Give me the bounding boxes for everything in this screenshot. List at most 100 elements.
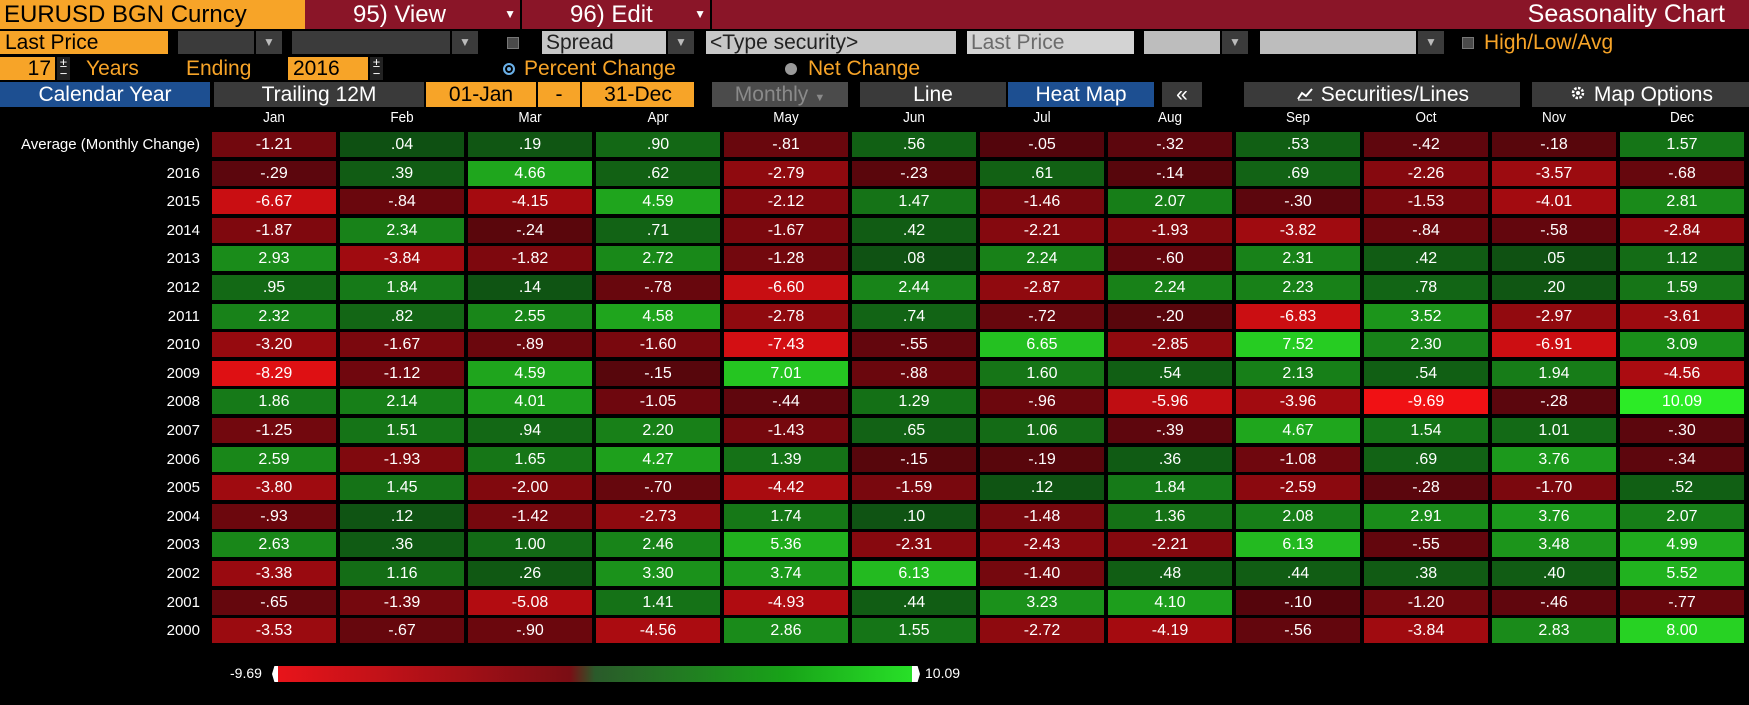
net-change-radio[interactable] xyxy=(785,63,797,75)
heat-cell[interactable]: .12 xyxy=(339,503,465,530)
heat-cell[interactable]: -.29 xyxy=(211,160,337,187)
heat-cell[interactable]: -.42 xyxy=(1363,131,1489,158)
heat-cell[interactable]: .78 xyxy=(1363,274,1489,301)
heat-cell[interactable]: -2.21 xyxy=(979,217,1105,244)
heat-cell[interactable]: -.70 xyxy=(595,474,721,501)
heat-cell[interactable]: .48 xyxy=(1107,560,1233,587)
heat-cell[interactable]: 2.14 xyxy=(339,388,465,415)
heat-cell[interactable]: .82 xyxy=(339,303,465,330)
heat-cell[interactable]: .44 xyxy=(1235,560,1361,587)
tab-line[interactable]: Line xyxy=(860,82,1006,107)
heat-cell[interactable]: -.30 xyxy=(1619,417,1745,444)
heat-cell[interactable]: -1.40 xyxy=(979,560,1105,587)
chevron-down-icon[interactable]: ▼ xyxy=(1418,31,1444,54)
heat-cell[interactable]: -.18 xyxy=(1491,131,1617,158)
heat-cell[interactable]: 1.55 xyxy=(851,617,977,644)
heat-cell[interactable]: -1.25 xyxy=(211,417,337,444)
heat-cell[interactable]: -.93 xyxy=(211,503,337,530)
field-empty-3[interactable] xyxy=(1144,31,1220,54)
map-options-button[interactable]: Map Options xyxy=(1532,82,1749,107)
heat-cell[interactable]: 1.84 xyxy=(339,274,465,301)
heat-cell[interactable]: -.84 xyxy=(339,188,465,215)
ending-year-stepper[interactable]: ± − xyxy=(370,56,383,80)
heat-cell[interactable]: 2.63 xyxy=(211,531,337,558)
heat-cell[interactable]: -1.67 xyxy=(723,217,849,244)
heat-cell[interactable]: 1.12 xyxy=(1619,245,1745,272)
heat-cell[interactable]: -.05 xyxy=(979,131,1105,158)
heat-cell[interactable]: .05 xyxy=(1491,245,1617,272)
heat-cell[interactable]: 2.93 xyxy=(211,245,337,272)
heat-cell[interactable]: -6.60 xyxy=(723,274,849,301)
heat-cell[interactable]: .19 xyxy=(467,131,593,158)
heat-cell[interactable]: 1.39 xyxy=(723,446,849,473)
heat-cell[interactable]: -1.93 xyxy=(339,446,465,473)
heat-cell[interactable]: 1.84 xyxy=(1107,474,1233,501)
heat-cell[interactable]: 2.23 xyxy=(1235,274,1361,301)
heat-cell[interactable]: .56 xyxy=(851,131,977,158)
heat-cell[interactable]: 8.00 xyxy=(1619,617,1745,644)
heat-cell[interactable]: -3.38 xyxy=(211,560,337,587)
heat-cell[interactable]: .95 xyxy=(211,274,337,301)
heat-cell[interactable]: -.46 xyxy=(1491,589,1617,616)
heat-cell[interactable]: .39 xyxy=(339,160,465,187)
heat-cell[interactable]: .40 xyxy=(1491,560,1617,587)
heat-cell[interactable]: -3.84 xyxy=(1363,617,1489,644)
heat-cell[interactable]: -4.56 xyxy=(595,617,721,644)
heat-cell[interactable]: 2.34 xyxy=(339,217,465,244)
heat-cell[interactable]: -.89 xyxy=(467,331,593,358)
heat-cell[interactable]: -.34 xyxy=(1619,446,1745,473)
heat-cell[interactable]: 1.51 xyxy=(339,417,465,444)
heat-cell[interactable]: 2.07 xyxy=(1619,503,1745,530)
heat-cell[interactable]: -.65 xyxy=(211,589,337,616)
heat-cell[interactable]: -1.05 xyxy=(595,388,721,415)
heat-cell[interactable]: 1.54 xyxy=(1363,417,1489,444)
heat-cell[interactable]: .53 xyxy=(1235,131,1361,158)
heat-cell[interactable]: 4.67 xyxy=(1235,417,1361,444)
heat-cell[interactable]: -2.26 xyxy=(1363,160,1489,187)
end-date-field[interactable]: 31-Dec xyxy=(582,82,694,107)
heat-cell[interactable]: -6.83 xyxy=(1235,303,1361,330)
heat-cell[interactable]: .90 xyxy=(595,131,721,158)
heat-cell[interactable]: 3.23 xyxy=(979,589,1105,616)
heat-cell[interactable]: -.30 xyxy=(1235,188,1361,215)
heat-cell[interactable]: 1.16 xyxy=(339,560,465,587)
start-date-field[interactable]: 01-Jan xyxy=(426,82,536,107)
heat-cell[interactable]: .38 xyxy=(1363,560,1489,587)
heat-cell[interactable]: -2.31 xyxy=(851,531,977,558)
heat-cell[interactable]: .10 xyxy=(851,503,977,530)
heat-cell[interactable]: .54 xyxy=(1107,360,1233,387)
heat-cell[interactable]: -.23 xyxy=(851,160,977,187)
heat-cell[interactable]: 2.86 xyxy=(723,617,849,644)
price-field-left[interactable]: Last Price xyxy=(0,31,168,54)
heat-cell[interactable]: -.90 xyxy=(467,617,593,644)
heat-cell[interactable]: -.15 xyxy=(595,360,721,387)
heat-cell[interactable]: .52 xyxy=(1619,474,1745,501)
heat-cell[interactable]: -.60 xyxy=(1107,245,1233,272)
heat-cell[interactable]: .36 xyxy=(1107,446,1233,473)
heat-cell[interactable]: 2.55 xyxy=(467,303,593,330)
tab-heat-map[interactable]: Heat Map xyxy=(1008,82,1154,107)
heat-cell[interactable]: -3.61 xyxy=(1619,303,1745,330)
heat-cell[interactable]: 4.10 xyxy=(1107,589,1233,616)
chevron-down-icon[interactable]: ▼ xyxy=(1222,31,1248,54)
heat-cell[interactable]: 2.20 xyxy=(595,417,721,444)
heat-cell[interactable]: 1.36 xyxy=(1107,503,1233,530)
securities-lines-button[interactable]: Securities/Lines xyxy=(1244,82,1520,107)
heat-cell[interactable]: .08 xyxy=(851,245,977,272)
years-stepper[interactable]: ± − xyxy=(57,56,70,80)
heat-cell[interactable]: -.28 xyxy=(1491,388,1617,415)
years-count-field[interactable]: 17 xyxy=(0,57,55,80)
heat-cell[interactable]: 1.41 xyxy=(595,589,721,616)
heat-cell[interactable]: 10.09 xyxy=(1619,388,1745,415)
heat-cell[interactable]: -2.87 xyxy=(979,274,1105,301)
heat-cell[interactable]: -2.43 xyxy=(979,531,1105,558)
heat-cell[interactable]: 2.08 xyxy=(1235,503,1361,530)
heat-cell[interactable]: -.68 xyxy=(1619,160,1745,187)
heat-cell[interactable]: .20 xyxy=(1491,274,1617,301)
heat-cell[interactable]: 2.07 xyxy=(1107,188,1233,215)
heat-cell[interactable]: .12 xyxy=(979,474,1105,501)
heat-cell[interactable]: 3.52 xyxy=(1363,303,1489,330)
heat-cell[interactable]: -3.96 xyxy=(1235,388,1361,415)
heat-cell[interactable]: -.56 xyxy=(1235,617,1361,644)
heat-cell[interactable]: -3.82 xyxy=(1235,217,1361,244)
